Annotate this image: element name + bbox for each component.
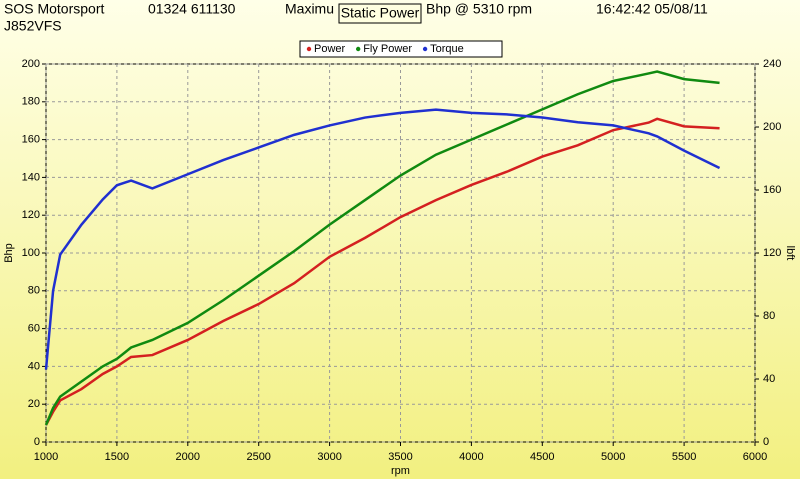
x-tick-label: 1500 xyxy=(105,451,129,463)
x-tick-label: 1000 xyxy=(34,451,58,463)
y-tick-label: 160 xyxy=(22,134,40,146)
y2-tick-label: 160 xyxy=(763,184,781,196)
y-tick-label: 0 xyxy=(34,436,40,448)
series-line xyxy=(44,117,720,426)
y-tick-label: 40 xyxy=(28,360,40,372)
y-tick-label: 80 xyxy=(28,285,40,297)
y2-tick-label: 120 xyxy=(763,247,781,259)
x-tick-label: 4000 xyxy=(459,451,483,463)
y-tick-label: 120 xyxy=(22,209,40,221)
y-tick-label: 140 xyxy=(22,171,40,183)
x-tick-label: 3500 xyxy=(388,451,412,463)
y-axis-label: Bhp xyxy=(3,243,15,263)
x-tick-label: 5000 xyxy=(601,451,625,463)
title-box xyxy=(338,3,422,24)
y-tick-label: 180 xyxy=(22,96,40,108)
y-tick-label: 20 xyxy=(28,398,40,410)
y2-tick-label: 240 xyxy=(763,58,781,70)
y2-tick-label: 80 xyxy=(763,310,775,322)
legend-label: Fly Power xyxy=(363,43,412,55)
max-rpm: Bhp @ 5310 rpm xyxy=(426,1,532,17)
y2-tick-label: 0 xyxy=(763,436,769,448)
y2-axis-label: lbft xyxy=(784,246,796,261)
series-line xyxy=(44,108,721,370)
x-axis-label: rpm xyxy=(391,465,410,477)
timestamp: 16:42:42 05/08/11 xyxy=(596,1,708,17)
y-tick-label: 100 xyxy=(22,247,40,259)
x-tick-label: 2000 xyxy=(176,451,200,463)
y2-tick-label: 200 xyxy=(763,121,781,133)
y-tick-label: 60 xyxy=(28,323,40,335)
chart-title: Static Power xyxy=(341,5,420,21)
legend-marker xyxy=(306,46,312,52)
x-tick-label: 6000 xyxy=(743,451,767,463)
legend-marker xyxy=(422,46,428,52)
x-tick-label: 3000 xyxy=(317,451,341,463)
legend-label: Power xyxy=(314,43,346,55)
legend xyxy=(299,40,503,58)
y-tick-label: 200 xyxy=(22,58,40,70)
company: SOS Motorsport xyxy=(4,1,104,17)
legend-marker xyxy=(355,46,361,52)
y2-tick-label: 40 xyxy=(763,373,775,385)
phone: 01324 611130 xyxy=(148,1,236,17)
x-tick-label: 2500 xyxy=(246,451,270,463)
x-tick-label: 4500 xyxy=(530,451,554,463)
series-line xyxy=(44,70,720,426)
legend-label: Torque xyxy=(430,43,464,55)
x-tick-label: 5500 xyxy=(672,451,696,463)
registration: J852VFS xyxy=(4,18,62,34)
maximum: Maximu xyxy=(285,1,334,17)
